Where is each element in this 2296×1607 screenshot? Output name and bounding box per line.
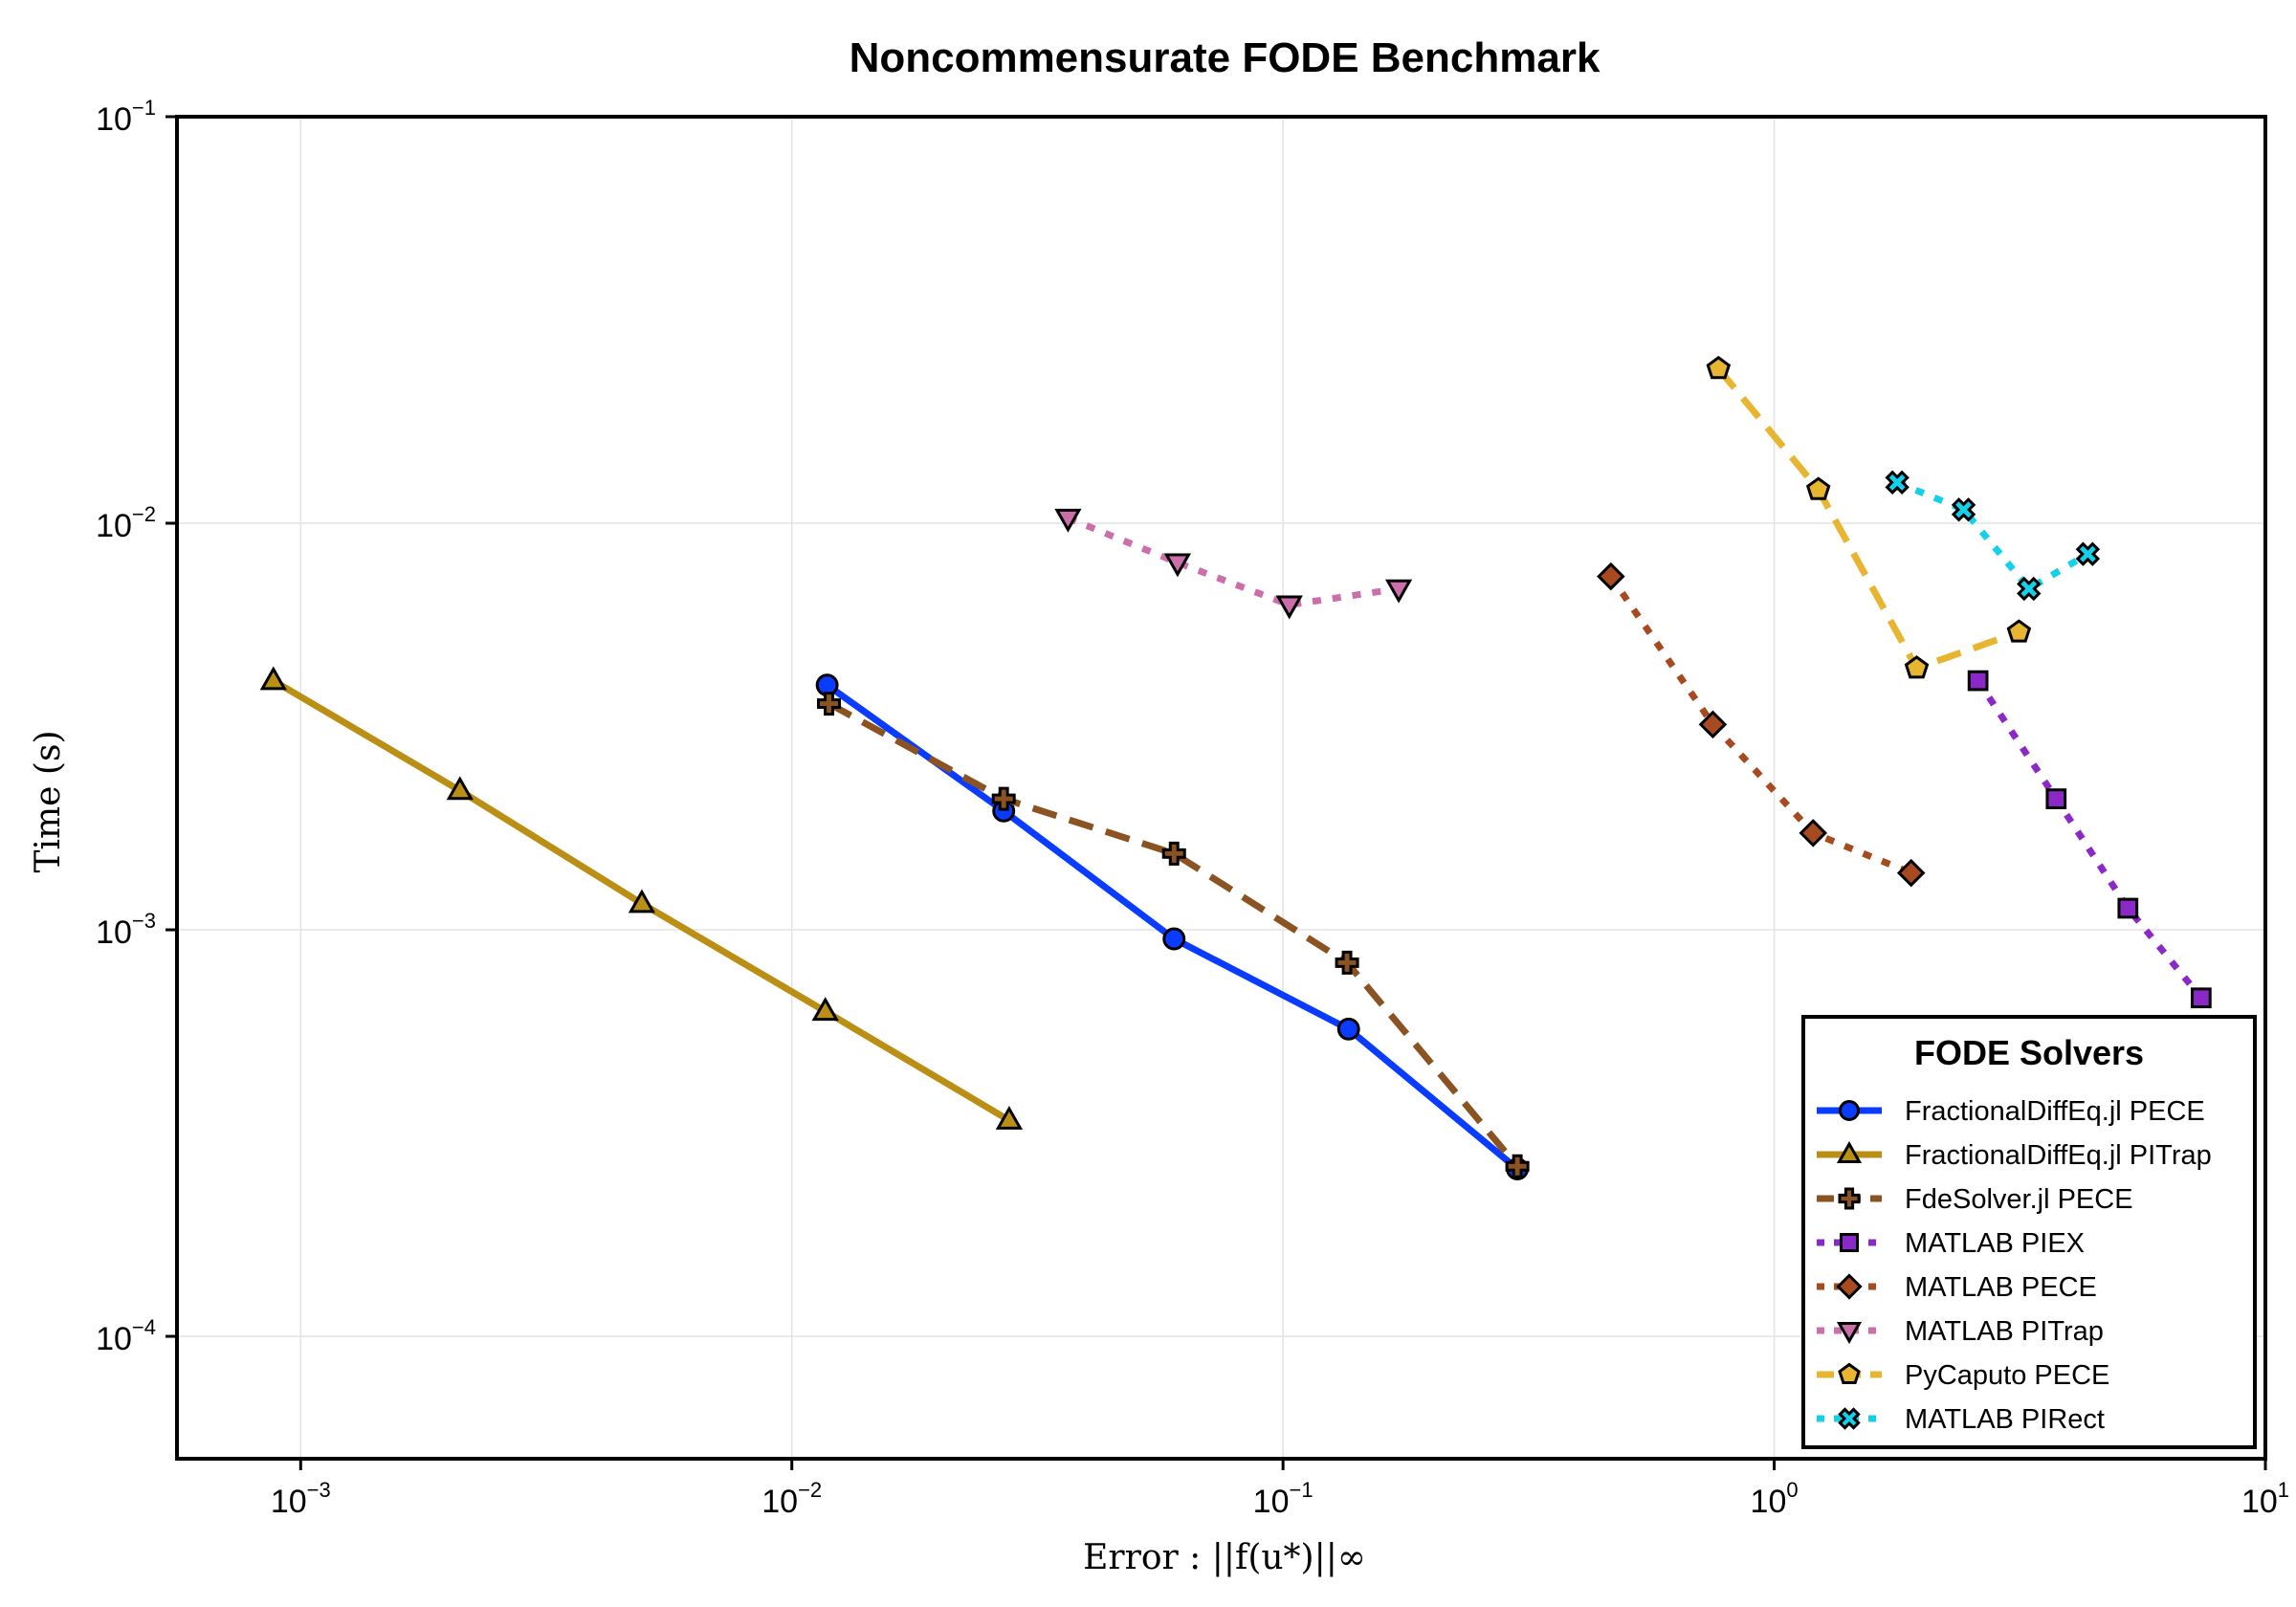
- data-point: [2045, 788, 2067, 809]
- legend-item: MATLAB PIRect: [1817, 1404, 2105, 1435]
- legend-label: FractionalDiffEq.jl PITrap: [1905, 1140, 2212, 1171]
- legend-item: MATLAB PIEX: [1817, 1228, 2085, 1259]
- legend-item: PyCaputo PECE: [1817, 1360, 2109, 1391]
- series-3: [1967, 670, 2212, 1009]
- legend-label: FractionalDiffEq.jl PECE: [1905, 1096, 2205, 1127]
- data-point: [1335, 950, 1359, 975]
- axis-ticks: 10−3 10−2 10−1 100 101 10−4 10−3 10−2 10−1: [96, 96, 2289, 1520]
- y-tick-label: 10−1: [96, 96, 156, 138]
- x-tick-label: 10−2: [762, 1478, 822, 1520]
- data-point: [1505, 1154, 1530, 1178]
- x-tick-label: 10−1: [1253, 1478, 1314, 1520]
- legend-item: FractionalDiffEq.jl PITrap: [1817, 1140, 2212, 1171]
- legend-label: MATLAB PIRect: [1905, 1404, 2105, 1435]
- legend-title: FODE Solvers: [1914, 1033, 2144, 1072]
- x-tick-label: 101: [2241, 1478, 2289, 1520]
- legend-item: FdeSolver.jl PECE: [1817, 1184, 2133, 1215]
- data-point: [991, 786, 1016, 811]
- legend-marker: [1839, 1100, 1860, 1121]
- data-point: [1896, 858, 1926, 888]
- data-point: [2117, 897, 2139, 919]
- data-point: [1161, 841, 1186, 866]
- data-point: [2191, 987, 2212, 1009]
- data-point: [2006, 619, 2032, 643]
- data-point: [1967, 670, 1989, 692]
- data-point: [1904, 655, 1930, 679]
- series-2: [817, 692, 1530, 1178]
- data-point: [2017, 576, 2042, 602]
- data-point: [1275, 595, 1303, 620]
- data-point: [1162, 927, 1186, 951]
- y-tick-label: 10−2: [96, 502, 156, 544]
- data-point: [995, 1106, 1024, 1130]
- x-tick-label: 100: [1751, 1478, 1799, 1520]
- series-6: [1706, 356, 2032, 679]
- data-point: [1706, 356, 1732, 380]
- y-tick-label: 10−3: [96, 909, 156, 951]
- legend-label: MATLAB PECE: [1905, 1272, 2097, 1303]
- data-point: [1163, 553, 1192, 578]
- series-4: [1597, 561, 1926, 888]
- legend-item: MATLAB PECE: [1817, 1272, 2097, 1303]
- legend-marker: [1836, 1273, 1863, 1300]
- data-point: [811, 997, 839, 1022]
- series-line: [1715, 366, 2020, 672]
- plot-frame: [175, 115, 2267, 1461]
- legend-marker: [1836, 1140, 1863, 1163]
- legend-item: MATLAB PITrap: [1817, 1316, 2104, 1347]
- legend-marker: [1836, 1322, 1863, 1345]
- data-point: [1054, 508, 1082, 533]
- legend-marker: [1838, 1362, 1861, 1384]
- legend-marker: [1838, 1407, 1861, 1430]
- legend-marker: [1840, 1233, 1859, 1252]
- data-point: [1951, 497, 1976, 522]
- data-point: [2075, 541, 2101, 566]
- data-point: [1336, 1017, 1360, 1041]
- data-point: [817, 692, 842, 716]
- series-line: [1975, 678, 2204, 1001]
- legend-label: MATLAB PIEX: [1905, 1228, 2085, 1259]
- series-line: [1895, 479, 2090, 592]
- x-tick-label: 10−3: [271, 1478, 331, 1520]
- data-point: [1597, 561, 1625, 591]
- series-layer: [259, 356, 2212, 1181]
- legend: FODE Solvers FractionalDiffEq.jl PECEFra…: [1801, 1015, 2257, 1449]
- legend-label: FdeSolver.jl PECE: [1905, 1184, 2133, 1215]
- series-line: [1067, 515, 1400, 608]
- data-point: [1885, 470, 1910, 495]
- y-axis-label: Time (s): [29, 731, 68, 873]
- y-tick-label: 10−4: [96, 1315, 156, 1357]
- series-line: [1607, 574, 1913, 876]
- series-line: [827, 700, 1520, 1169]
- x-axis-label: Error : ||f(u*)||∞: [1083, 1538, 1366, 1577]
- legend-items: FractionalDiffEq.jl PECE FractionalDiffEq…: [1817, 1096, 2212, 1435]
- data-point: [628, 889, 656, 914]
- legend-label: MATLAB PITrap: [1905, 1316, 2104, 1347]
- legend-marker: [1838, 1187, 1861, 1210]
- data-point: [446, 776, 474, 801]
- legend-label: PyCaputo PECE: [1905, 1360, 2109, 1391]
- chart-title: Noncommensurate FODE Benchmark: [850, 34, 1601, 81]
- data-point: [1805, 476, 1831, 500]
- series-1: [259, 666, 1024, 1130]
- legend-item: FractionalDiffEq.jl PECE: [1817, 1096, 2205, 1127]
- data-point: [1384, 579, 1413, 604]
- series-7: [1885, 470, 2101, 602]
- data-point: [1799, 819, 1827, 848]
- series-0: [815, 673, 1530, 1181]
- series-5: [1054, 508, 1413, 620]
- data-point: [259, 666, 287, 691]
- data-point: [1698, 710, 1728, 739]
